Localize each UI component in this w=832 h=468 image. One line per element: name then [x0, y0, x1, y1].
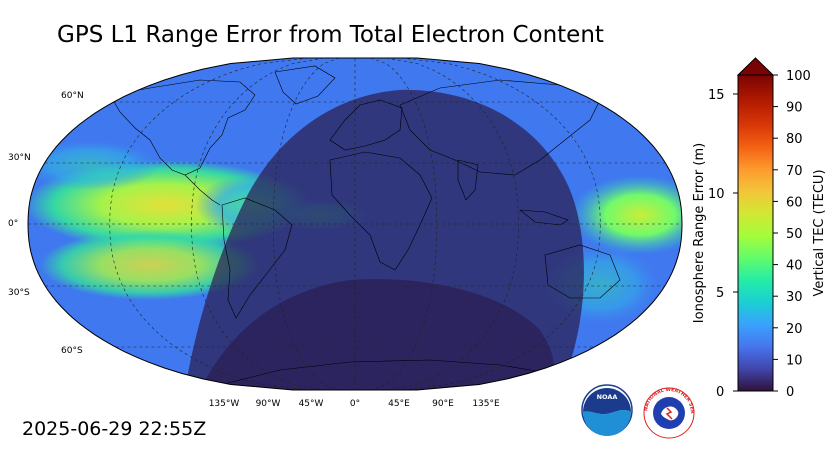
colorbar-right-axis: 0 10 20 30 40 50 60 70 80 90 100 — [773, 69, 811, 400]
logos: NOAA NATIONAL WEATHER SERVICE — [581, 384, 695, 439]
map-panel — [27, 57, 683, 391]
left-tick-10: 10 — [708, 187, 725, 202]
lat-label-60n: 60°N — [61, 91, 84, 101]
colorbar-gradient — [738, 75, 773, 391]
noaa-logo-text: NOAA — [597, 393, 618, 401]
meridian-line — [191, 58, 325, 390]
lon-label-135w: 135°W — [209, 399, 240, 409]
right-tick-label: 100 — [786, 69, 811, 84]
right-tick-label: 0 — [786, 385, 794, 400]
right-tick-label: 70 — [786, 164, 803, 179]
lon-label-45w: 45°W — [299, 399, 324, 409]
left-tick-0: 0 — [716, 385, 724, 400]
south-america-outline — [221, 197, 293, 319]
meridian-line — [385, 58, 519, 390]
lat-label-0: 0° — [8, 219, 18, 229]
meridian-line — [370, 58, 438, 390]
lon-label-45e: 45°E — [388, 399, 410, 409]
lon-label-0: 0° — [350, 399, 360, 409]
asia-outline — [399, 79, 601, 176]
india-outline — [457, 159, 479, 201]
lon-label-90e: 90°E — [432, 399, 454, 409]
colorbar-extend-arrow — [736, 57, 775, 76]
north-america-outline — [109, 79, 256, 176]
latitude-labels: 60°N 30°N 0° 30°S 60°S — [8, 91, 84, 356]
greenland-outline — [274, 65, 336, 105]
timestamp: 2025-06-29 22:55Z — [22, 418, 207, 440]
longitude-labels: 135°W 90°W 45°W 0° 45°E 90°E 135°E — [209, 399, 500, 409]
right-tick-label: 40 — [786, 259, 803, 274]
central-america-outline — [184, 174, 221, 206]
noaa-logo: NOAA — [581, 384, 633, 436]
meridian-line — [273, 58, 340, 390]
indonesia-outline — [519, 209, 569, 226]
left-axis-title: Ionosphere Range Error (m) — [692, 143, 707, 323]
right-tick-label: 80 — [786, 132, 803, 147]
africa-outline — [329, 151, 433, 271]
australia-outline — [544, 244, 621, 299]
lat-label-30s: 30°S — [8, 288, 30, 298]
right-tick-label: 50 — [786, 227, 803, 242]
lon-label-135e: 135°E — [472, 399, 500, 409]
left-tick-5: 5 — [716, 286, 724, 301]
globe-boundary — [27, 57, 683, 391]
chart-title: GPS L1 Range Error from Total Electron C… — [57, 22, 604, 48]
graticule — [28, 58, 682, 390]
right-tick-label: 20 — [786, 322, 803, 337]
right-tick-label: 30 — [786, 290, 803, 305]
tec-mid-north-pacific — [28, 140, 160, 190]
right-tick-label: 90 — [786, 101, 803, 116]
lat-label-60s: 60°S — [61, 346, 83, 356]
right-tick-label: 10 — [786, 353, 803, 368]
left-tick-15: 15 — [708, 88, 725, 103]
colorbar-left-axis: 0 5 10 15 — [708, 88, 738, 400]
lat-label-30n: 30°N — [8, 153, 31, 163]
right-tick-label: 60 — [786, 195, 803, 210]
tec-high-west-pacific — [570, 175, 682, 255]
right-axis-title: Vertical TEC (TECU) — [812, 169, 827, 296]
tec-high-south-pacific — [40, 230, 260, 300]
lon-label-90w: 90°W — [256, 399, 281, 409]
